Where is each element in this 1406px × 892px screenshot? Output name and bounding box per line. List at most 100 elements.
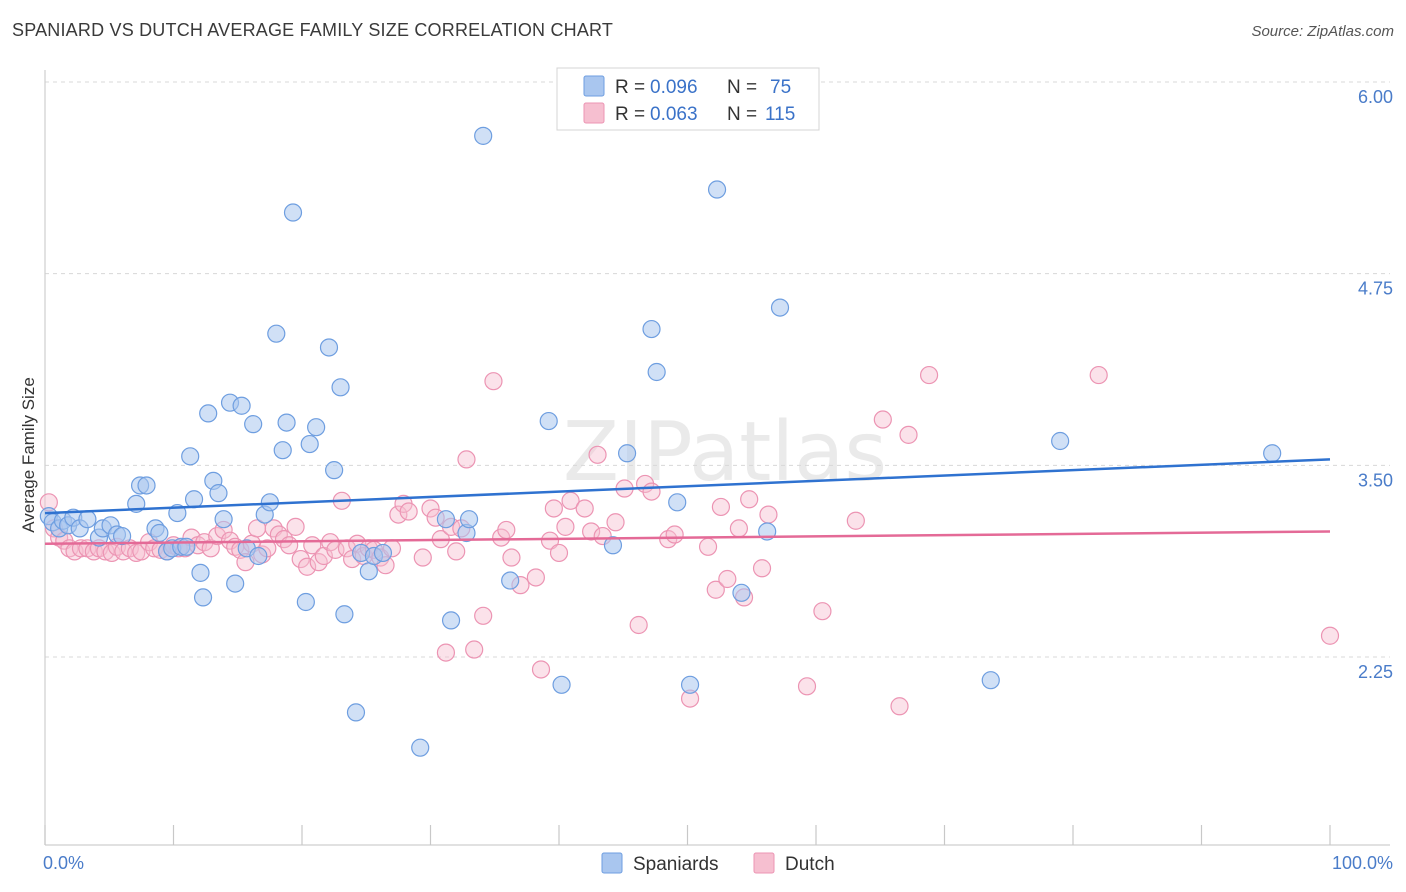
dutch-point-105 [752, 559, 772, 578]
dutch-point-99 [706, 580, 725, 599]
legend-r-value-dutch: 0.063 [650, 104, 698, 125]
spaniard-point-26 [193, 588, 213, 607]
spaniard-point-50 [346, 703, 366, 722]
spaniard-point-46 [319, 338, 339, 357]
spaniard-point-66 [642, 319, 661, 339]
dutch-point-107 [797, 677, 817, 696]
spaniard-point-17 [150, 523, 169, 543]
spaniard-point-15 [137, 476, 156, 495]
spaniard-point-12 [112, 526, 132, 546]
spaniard-point-42 [283, 203, 303, 222]
dutch-point-113 [919, 365, 939, 385]
dutch-point-69 [447, 542, 466, 561]
spaniard-point-71 [732, 583, 751, 602]
legend-n-value-spaniards: 75 [770, 77, 791, 98]
dutch-point-112 [899, 425, 918, 444]
bottom-legend-dutch-label: Dutch [785, 854, 835, 875]
dutch-trend-line [44, 530, 1331, 545]
dutch-point-87 [582, 522, 601, 541]
spaniard-point-25 [191, 563, 210, 582]
dutch-point-115 [1320, 626, 1340, 645]
dutch-point-101 [718, 569, 737, 589]
y-axis-label: Average Family Size [19, 377, 38, 533]
dutch-point-82 [544, 499, 563, 518]
spaniard-point-65 [618, 444, 637, 463]
bottom-legend-spaniards-label: Spaniards [633, 854, 719, 875]
legend-r-label-dutch: R = [615, 104, 645, 125]
spaniard-point-67 [647, 362, 666, 382]
legend-r-value-spaniards: 0.096 [650, 77, 698, 98]
spaniard-point-24 [184, 490, 204, 509]
spaniard-point-30 [214, 510, 233, 529]
spaniard-point-59 [459, 510, 479, 529]
spaniard-point-57 [441, 611, 461, 630]
dutch-point-74 [484, 372, 503, 391]
spaniard-point-62 [539, 411, 558, 431]
y-tick-label-3: 6.00 [1358, 87, 1393, 107]
dutch-point-41 [280, 536, 299, 555]
spaniard-point-74 [981, 671, 1000, 690]
dutch-point-102 [729, 519, 749, 538]
spaniard-point-56 [436, 510, 456, 529]
spaniard-point-35 [244, 415, 263, 434]
dutch-point-104 [740, 490, 759, 509]
dutch-point-88 [588, 445, 607, 464]
x-tick-label-0: 0.0% [43, 853, 84, 873]
spaniard-point-33 [232, 396, 251, 415]
dutch-point-84 [556, 517, 575, 536]
spaniard-point-40 [273, 441, 292, 460]
dutch-point-83 [549, 543, 569, 563]
trend-lines [44, 458, 1331, 545]
dutch-point-73 [474, 606, 493, 625]
dutch-point-110 [873, 410, 892, 429]
spaniard-points [39, 126, 1282, 757]
spaniard-point-32 [226, 574, 245, 593]
axes [44, 70, 1390, 846]
y-tick-labels: 2.25 3.50 4.75 6.00 [1358, 87, 1393, 682]
dutch-point-106 [759, 505, 778, 524]
spaniard-point-49 [335, 605, 354, 624]
source-label: Source: ZipAtlas.com [1251, 23, 1394, 40]
spaniard-point-76 [1263, 444, 1282, 463]
spaniard-point-7 [78, 510, 97, 529]
bottom-legend-spaniards-swatch [601, 852, 623, 874]
dutch-point-79 [526, 568, 545, 587]
chart-title: SPANIARD VS DUTCH AVERAGE FAMILY SIZE CO… [12, 20, 614, 40]
dutch-point-60 [389, 505, 408, 524]
spaniard-point-69 [680, 675, 700, 694]
dutch-point-108 [813, 602, 832, 621]
dutch-point-109 [846, 511, 865, 530]
y-tick-label-1: 3.50 [1358, 470, 1393, 490]
dutch-point-42 [286, 517, 305, 536]
dutch-point-94 [642, 482, 661, 501]
dutch-point-72 [465, 640, 484, 659]
dutch-point-62 [399, 502, 418, 521]
legend-dutch-swatch [583, 102, 605, 124]
legend-r-label-spaniards: R = [615, 77, 645, 98]
dutch-point-80 [531, 660, 551, 679]
dutch-point-114 [1089, 365, 1108, 385]
x-tick-label-1: 100.0% [1332, 853, 1393, 873]
dutch-point-81 [540, 531, 560, 550]
dutch-point-111 [890, 697, 909, 716]
spaniard-point-36 [249, 546, 268, 566]
spaniard-point-70 [707, 180, 727, 199]
dutch-point-92 [629, 615, 648, 635]
dutch-point-100 [711, 497, 731, 517]
legend-n-label-spaniards: N = [727, 77, 757, 98]
dutch-point-63 [413, 548, 432, 567]
legend-spaniards-swatch [583, 75, 605, 97]
spaniard-point-45 [307, 418, 326, 437]
dutch-point-96 [665, 525, 684, 544]
spaniard-point-27 [199, 404, 218, 423]
dutch-point-76 [497, 520, 516, 540]
legend-n-value-dutch: 115 [765, 104, 795, 125]
dutch-point-90 [606, 513, 625, 532]
spaniard-point-55 [411, 738, 430, 757]
spaniards-trend-line [44, 458, 1331, 515]
spaniard-point-29 [209, 484, 228, 503]
spaniard-point-39 [267, 324, 286, 343]
spaniard-point-44 [300, 434, 319, 454]
spaniard-point-41 [277, 413, 296, 432]
